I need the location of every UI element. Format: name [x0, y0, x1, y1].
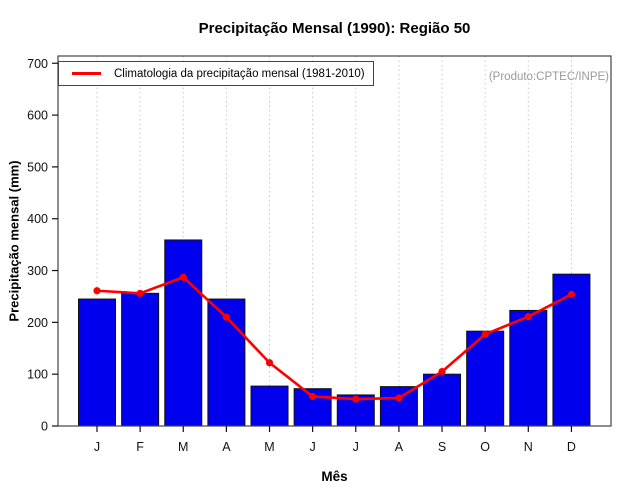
- y-tick-label-700: 700: [27, 57, 48, 71]
- plot-border: [57, 55, 612, 427]
- chart-title: Precipitação Mensal (1990): Região 50: [198, 20, 471, 37]
- legend: Climatologia da precipitação mensal (198…: [58, 61, 374, 86]
- climatology-line: [95, 275, 573, 401]
- bar-month-0: [78, 298, 116, 427]
- bar-month-8: [423, 373, 462, 427]
- y-axis-title: Precipitação mensal (mm): [6, 160, 22, 322]
- climatology-point-3: [222, 313, 230, 321]
- x-tick-label-5: J: [310, 440, 316, 454]
- x-tick-label-0: J: [94, 440, 100, 454]
- x-tick-label-2: M: [178, 440, 188, 454]
- climatology-point-7: [395, 394, 403, 402]
- climatology-point-11: [567, 290, 576, 298]
- x-tick-label-1: F: [136, 440, 144, 454]
- y-tick-label-300: 300: [27, 264, 48, 278]
- climatology-point-1: [136, 289, 144, 297]
- x-tick-label-4: M: [264, 440, 274, 454]
- climatology-point-4: [265, 359, 274, 367]
- bar-month-2: [164, 239, 203, 427]
- y-tick-label-100: 100: [27, 368, 48, 382]
- y-tick-label-500: 500: [27, 160, 48, 174]
- legend-label: Climatologia da precipitação mensal (198…: [114, 67, 365, 80]
- x-tick-label-3: A: [222, 440, 231, 454]
- x-tick-label-9: O: [480, 440, 490, 454]
- bar-month-10: [509, 309, 548, 427]
- bar-month-7: [379, 386, 418, 427]
- climatology-point-8: [438, 367, 446, 376]
- climatology-point-2: [179, 273, 187, 281]
- climatology-point-10: [524, 313, 532, 321]
- x-tick-label-6: J: [353, 440, 359, 454]
- climatology-point-6: [352, 395, 360, 403]
- x-tick-label-8: S: [438, 440, 446, 454]
- y-tick-label-0: 0: [41, 420, 48, 434]
- y-tick-label-200: 200: [27, 316, 48, 330]
- bar-month-9: [466, 330, 505, 427]
- bar-month-4: [250, 385, 289, 427]
- climatology-point-0: [93, 287, 101, 295]
- y-tick-label-600: 600: [27, 109, 48, 123]
- climatology-point-9: [481, 330, 489, 338]
- source-annotation: (Produto:CPTEC/INPE): [488, 71, 609, 83]
- bar-month-1: [121, 292, 160, 427]
- climatology-point-5: [309, 392, 317, 401]
- x-tick-label-7: A: [395, 440, 404, 454]
- x-tick-label-10: N: [524, 440, 533, 454]
- x-axis-title: Mês: [321, 469, 348, 484]
- legend-red-line-icon: [72, 72, 101, 75]
- y-tick-label-400: 400: [27, 212, 48, 226]
- x-tick-label-11: D: [567, 440, 576, 454]
